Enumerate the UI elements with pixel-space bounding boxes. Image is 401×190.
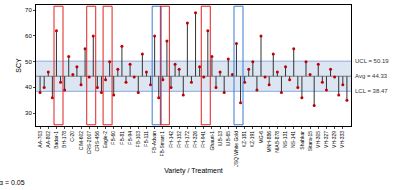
svg-text:Eagle-2: Eagle-2 <box>102 131 108 148</box>
svg-text:MNH-886: MNH-886 <box>266 131 272 153</box>
svg-text:FH-941: FH-941 <box>200 131 206 148</box>
svg-text:KZ-181: KZ-181 <box>241 131 247 148</box>
svg-text:CRS-456: CRS-456 <box>94 131 100 152</box>
svg-text:FB-Advan: FB-Advan <box>151 131 157 153</box>
svg-text:AA-802: AA-802 <box>45 131 51 148</box>
svg-text:IUB-13: IUB-13 <box>217 131 223 147</box>
svg-text:40: 40 <box>25 84 32 90</box>
svg-text:SCY: SCY <box>15 58 22 73</box>
svg-text:AA-703: AA-703 <box>37 131 43 148</box>
svg-text:NIAB-878: NIAB-878 <box>274 131 280 153</box>
svg-text:FB-Smart 1: FB-Smart 1 <box>159 131 165 157</box>
svg-text:VH-327: VH-327 <box>323 131 329 148</box>
svg-text:Avg = 44.33: Avg = 44.33 <box>355 73 388 79</box>
svg-text:UCL = 50.19: UCL = 50.19 <box>355 58 389 64</box>
svg-text:CRS-2007: CRS-2007 <box>86 131 92 155</box>
svg-text:C-20: C-20 <box>69 131 75 142</box>
svg-text:FB-111: FB-111 <box>143 131 149 147</box>
svg-text:30: 30 <box>25 110 32 116</box>
svg-text:FH-326: FH-326 <box>192 131 198 148</box>
svg-text:α = 0.05: α = 0.05 <box>0 179 25 186</box>
svg-text:BH-178: BH-178 <box>61 131 67 148</box>
svg-text:Variety / Treatment: Variety / Treatment <box>164 167 223 175</box>
svg-text:FH-172: FH-172 <box>184 131 190 148</box>
svg-text:60: 60 <box>25 33 32 39</box>
svg-text:50: 50 <box>25 59 32 65</box>
svg-text:70: 70 <box>25 7 32 13</box>
svg-text:JSQ White Gold: JSQ White Gold <box>233 131 239 167</box>
svg-text:CIM-602: CIM-602 <box>78 131 84 150</box>
svg-text:KZ-191: KZ-191 <box>249 131 255 148</box>
svg-text:LCL = 38.47: LCL = 38.47 <box>355 88 388 94</box>
svg-text:VH-333: VH-333 <box>339 131 345 148</box>
svg-text:FB-94: FB-94 <box>127 131 133 145</box>
svg-text:FH-142: FH-142 <box>168 131 174 148</box>
svg-text:VH-329: VH-329 <box>331 131 337 148</box>
svg-text:Sitara-15: Sitara-15 <box>307 131 313 152</box>
svg-text:FB-103: FB-103 <box>135 131 141 148</box>
svg-text:FB-81: FB-81 <box>119 131 125 145</box>
svg-text:MG-6: MG-6 <box>258 131 264 144</box>
svg-text:Ghauri-1: Ghauri-1 <box>209 131 215 151</box>
svg-text:NS-141: NS-141 <box>290 131 296 148</box>
svg-text:FB-60: FB-60 <box>110 131 116 145</box>
svg-text:VH-305: VH-305 <box>315 131 321 148</box>
svg-text:Badar-1: Badar-1 <box>53 131 59 149</box>
svg-text:Shahkar: Shahkar <box>299 131 305 150</box>
svg-text:NS-131: NS-131 <box>282 131 288 148</box>
svg-text:FH-152: FH-152 <box>176 131 182 148</box>
svg-text:IUB-65: IUB-65 <box>225 131 231 147</box>
